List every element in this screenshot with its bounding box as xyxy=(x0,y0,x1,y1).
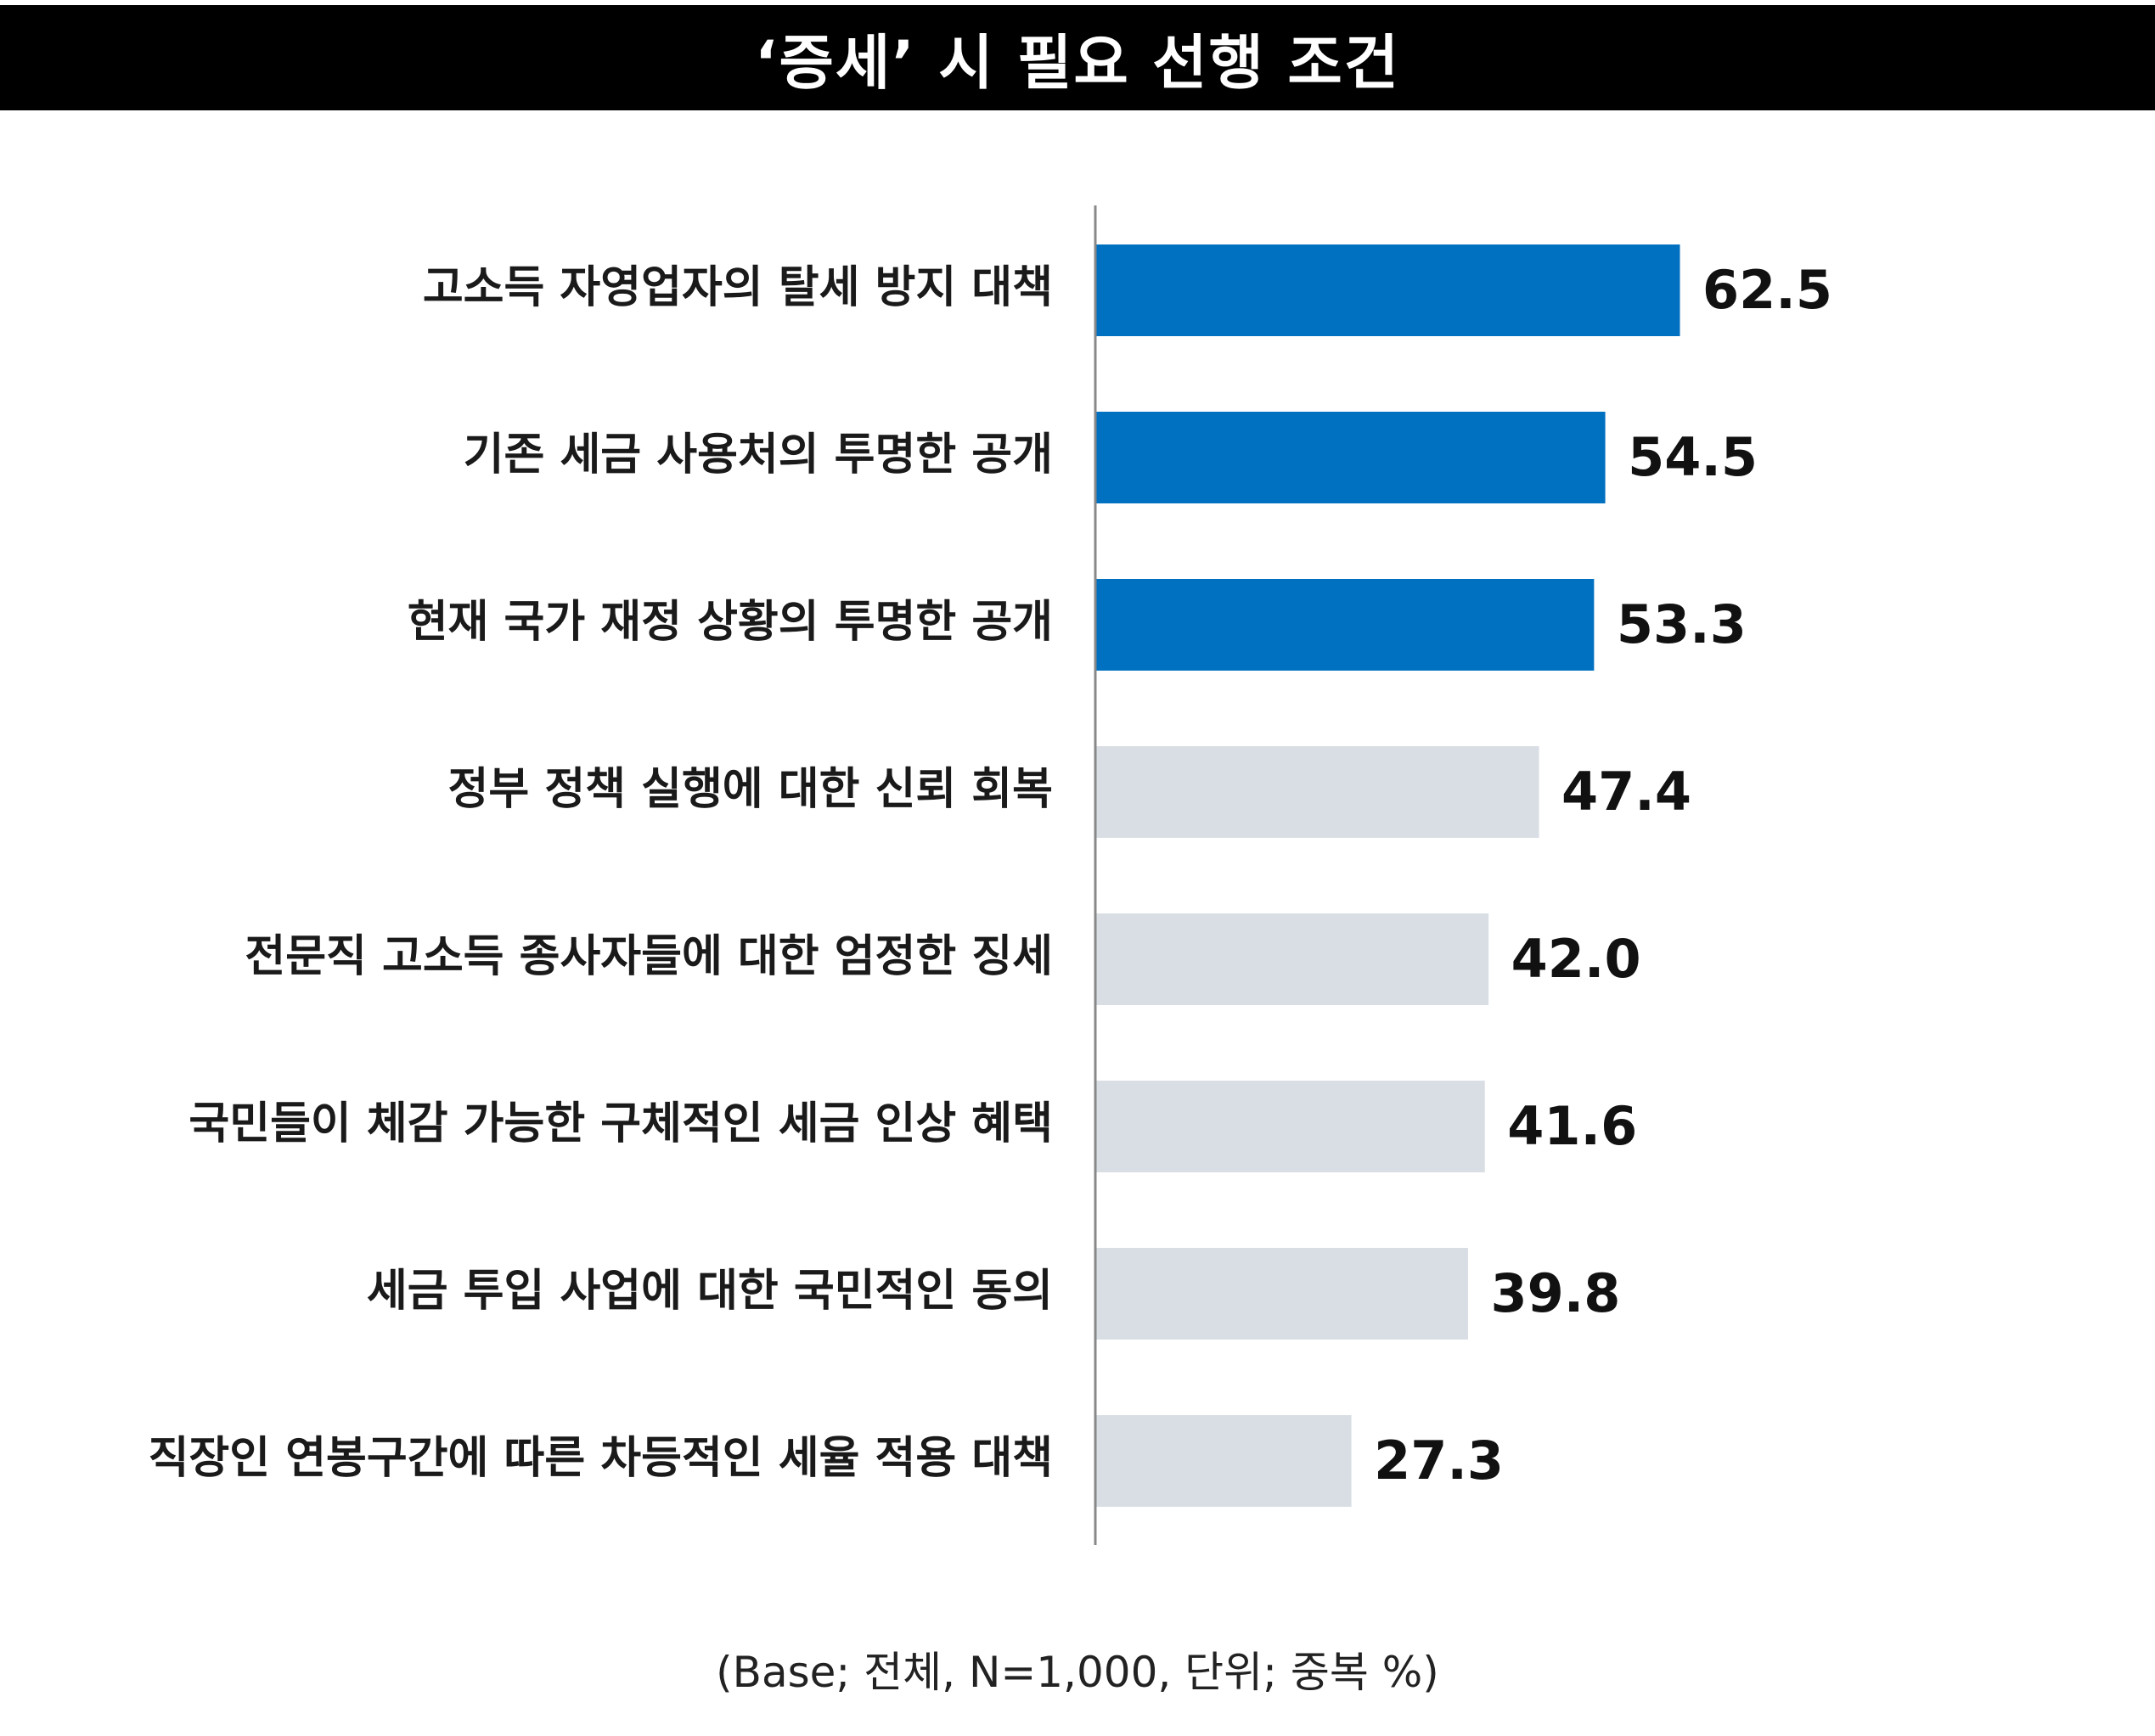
category-label: 기존 세금 사용처의 투명한 공개 xyxy=(464,430,1053,480)
value-label: 47.4 xyxy=(1561,761,1691,823)
value-label: 39.8 xyxy=(1490,1262,1620,1324)
value-label: 54.5 xyxy=(1628,426,1758,488)
value-label: 53.3 xyxy=(1617,593,1747,655)
value-label: 42.0 xyxy=(1511,928,1641,990)
value-label: 62.5 xyxy=(1702,259,1832,321)
category-label: 직장인 연봉구간에 따른 차등적인 세율 적용 대책 xyxy=(149,1433,1053,1484)
bar xyxy=(1096,913,1489,1005)
bar xyxy=(1096,244,1680,336)
category-label: 전문직 고소득 종사자들에 대한 엄정한 징세 xyxy=(245,931,1053,982)
bar xyxy=(1096,1248,1468,1340)
category-label: 세금 투입 사업에 대한 국민적인 동의 xyxy=(367,1266,1053,1317)
category-label: 현재 국가 재정 상황의 투명한 공개 xyxy=(408,597,1053,648)
value-label: 27.3 xyxy=(1374,1430,1504,1492)
bar xyxy=(1096,1415,1352,1507)
category-label: 정부 정책 실행에 대한 신뢰 회복 xyxy=(448,764,1053,815)
bar xyxy=(1096,579,1595,671)
page-title: ‘증세’ 시 필요 선행 조건 xyxy=(754,27,1401,98)
bar xyxy=(1096,746,1539,838)
footnote: (Base; 전체, N=1,000, 단위; 중복 %) xyxy=(716,1648,1439,1697)
title-bar: ‘증세’ 시 필요 선행 조건 xyxy=(0,5,2155,110)
bar xyxy=(1096,1081,1485,1172)
category-label: 고소득 자영업자의 탈세 방지 대책 xyxy=(423,262,1053,313)
bar xyxy=(1096,412,1606,503)
category-label: 국민들이 체감 가능한 구체적인 세금 인상 혜택 xyxy=(188,1098,1053,1149)
value-label: 41.6 xyxy=(1507,1095,1637,1157)
